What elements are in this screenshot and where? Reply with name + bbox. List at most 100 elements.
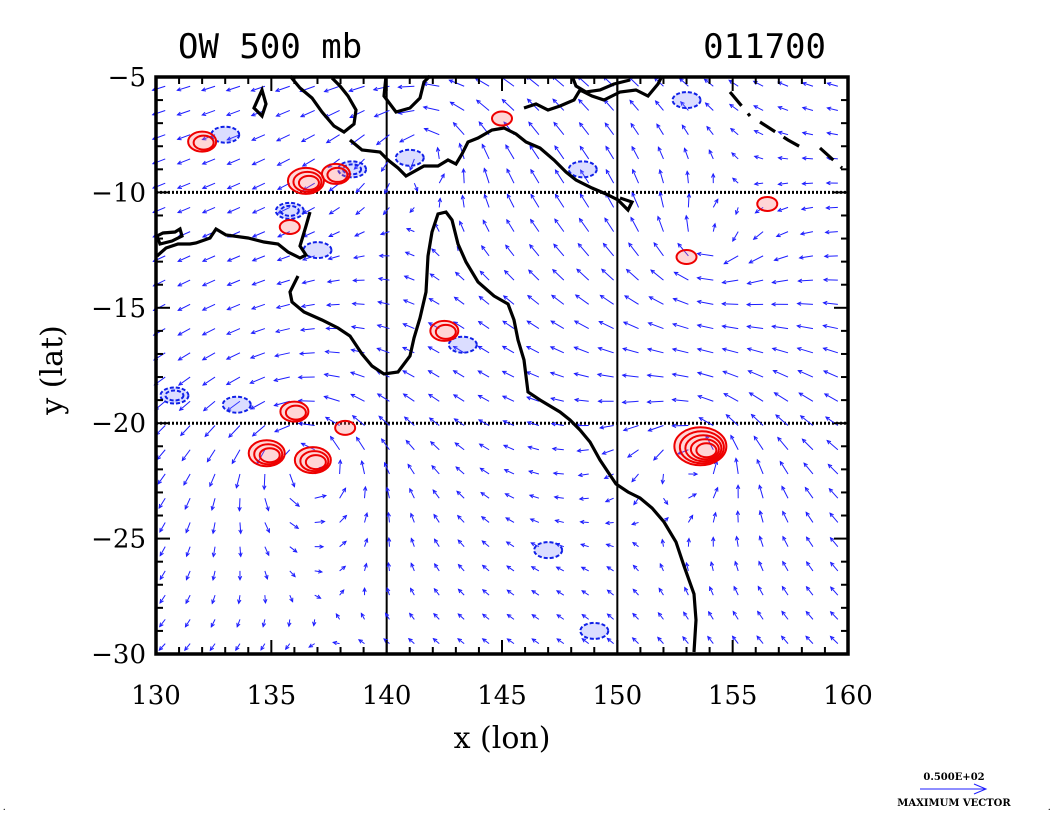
wind-vector bbox=[202, 303, 216, 311]
wind-vector bbox=[184, 498, 191, 510]
wind-vector bbox=[503, 295, 515, 305]
wind-vector-head bbox=[604, 122, 610, 128]
wind-vector-head bbox=[435, 146, 441, 152]
wind-vector-head bbox=[746, 347, 752, 352]
wind-vector bbox=[622, 400, 639, 403]
wind-vector bbox=[630, 217, 639, 232]
wind-vector bbox=[686, 171, 689, 184]
negative-contours bbox=[159, 91, 702, 640]
wind-vector-head bbox=[826, 131, 832, 136]
wind-vector bbox=[730, 435, 739, 450]
wind-vector-head bbox=[773, 392, 779, 397]
wind-vector bbox=[231, 449, 241, 464]
wind-vector-head bbox=[752, 235, 758, 241]
wind-vector bbox=[712, 512, 717, 523]
wind-vector bbox=[349, 85, 365, 92]
wind-vector bbox=[712, 487, 719, 499]
wind-vector-head bbox=[693, 471, 699, 477]
wind-vector-head bbox=[506, 218, 511, 224]
wind-vector-head bbox=[202, 406, 208, 412]
wind-vector bbox=[264, 546, 270, 556]
wind-vector-head bbox=[685, 170, 690, 176]
wind-vector bbox=[478, 345, 490, 354]
wind-vector-head bbox=[735, 484, 741, 490]
wind-vector-head bbox=[527, 269, 533, 275]
wind-vector-head bbox=[671, 397, 677, 403]
wind-vector-head bbox=[373, 113, 379, 118]
wind-vector-head bbox=[211, 575, 216, 582]
wind-vector bbox=[202, 352, 216, 361]
wind-vector-head bbox=[528, 470, 534, 475]
wind-vector-head bbox=[625, 268, 631, 274]
chart-title-right: 011700 bbox=[703, 27, 826, 67]
wind-vector-head bbox=[805, 635, 810, 641]
wind-vector bbox=[478, 395, 490, 402]
wind-vector bbox=[481, 245, 490, 257]
wind-vector-head bbox=[771, 279, 777, 285]
wind-vector bbox=[685, 215, 689, 232]
x-tick-label: 130 bbox=[131, 681, 181, 711]
wind-vector-head bbox=[599, 294, 605, 300]
wind-vector-head bbox=[376, 347, 382, 352]
wind-vector-head bbox=[301, 256, 308, 261]
wind-vector-head bbox=[714, 198, 719, 204]
wind-vector bbox=[364, 563, 367, 572]
wind-vector-head bbox=[805, 561, 811, 567]
wind-vector-head bbox=[750, 413, 756, 419]
wind-vector bbox=[406, 228, 415, 233]
wind-vector-head bbox=[226, 136, 232, 141]
wind-vector-head bbox=[598, 425, 605, 430]
wind-vector-head bbox=[235, 646, 240, 652]
wind-vector-head bbox=[526, 396, 532, 401]
wind-vector bbox=[653, 242, 664, 257]
wind-vector bbox=[185, 619, 191, 628]
wind-vector-head bbox=[747, 370, 753, 375]
wind-vector-head bbox=[502, 295, 508, 300]
wind-vector-head bbox=[579, 543, 586, 548]
chart-title-left: OW 500 mb bbox=[178, 27, 362, 67]
wind-vector bbox=[179, 400, 191, 411]
wind-vector-head bbox=[597, 399, 603, 404]
wind-vector-head bbox=[323, 372, 329, 378]
wind-vector-head bbox=[328, 187, 334, 192]
wind-vector-head bbox=[287, 622, 292, 628]
wind-vector bbox=[158, 497, 166, 509]
wind-vector bbox=[505, 517, 515, 523]
wind-vector-head bbox=[325, 302, 332, 308]
wind-vector bbox=[410, 513, 415, 523]
wind-vector-head bbox=[433, 587, 439, 593]
wind-vector bbox=[350, 371, 365, 378]
wind-vector-head bbox=[626, 453, 632, 458]
wind-vector bbox=[402, 370, 415, 378]
wind-vector-head bbox=[782, 560, 787, 566]
wind-vector-head bbox=[709, 585, 714, 592]
wind-vector-head bbox=[308, 643, 314, 648]
wind-vector bbox=[275, 352, 290, 357]
wind-vector bbox=[631, 473, 639, 482]
positive-vorticity-contour bbox=[278, 219, 301, 236]
wind-vector-head bbox=[274, 328, 281, 334]
wind-vector bbox=[429, 417, 440, 426]
wind-vector bbox=[672, 323, 689, 330]
wind-vector bbox=[507, 614, 515, 620]
wind-vector bbox=[657, 147, 664, 160]
wind-vector-head bbox=[249, 354, 255, 359]
corner-mark-left: . bbox=[3, 802, 6, 813]
wind-vector bbox=[802, 82, 814, 87]
wind-vector-head bbox=[621, 373, 627, 378]
wind-vector bbox=[825, 231, 838, 233]
wind-vector bbox=[504, 270, 515, 281]
wind-vector bbox=[250, 400, 266, 410]
wind-vector bbox=[606, 543, 614, 548]
wind-vector-head bbox=[822, 324, 828, 329]
wind-vector-head bbox=[653, 241, 658, 247]
wind-vector-head bbox=[771, 324, 777, 329]
wind-vector bbox=[648, 425, 664, 432]
wind-vector bbox=[430, 273, 440, 281]
wind-vector-head bbox=[300, 138, 306, 143]
wind-vector-head bbox=[337, 458, 343, 465]
wind-vector-head bbox=[341, 565, 347, 571]
wind-vector bbox=[202, 376, 216, 386]
wind-vector bbox=[530, 542, 540, 548]
wind-vector bbox=[302, 255, 315, 261]
